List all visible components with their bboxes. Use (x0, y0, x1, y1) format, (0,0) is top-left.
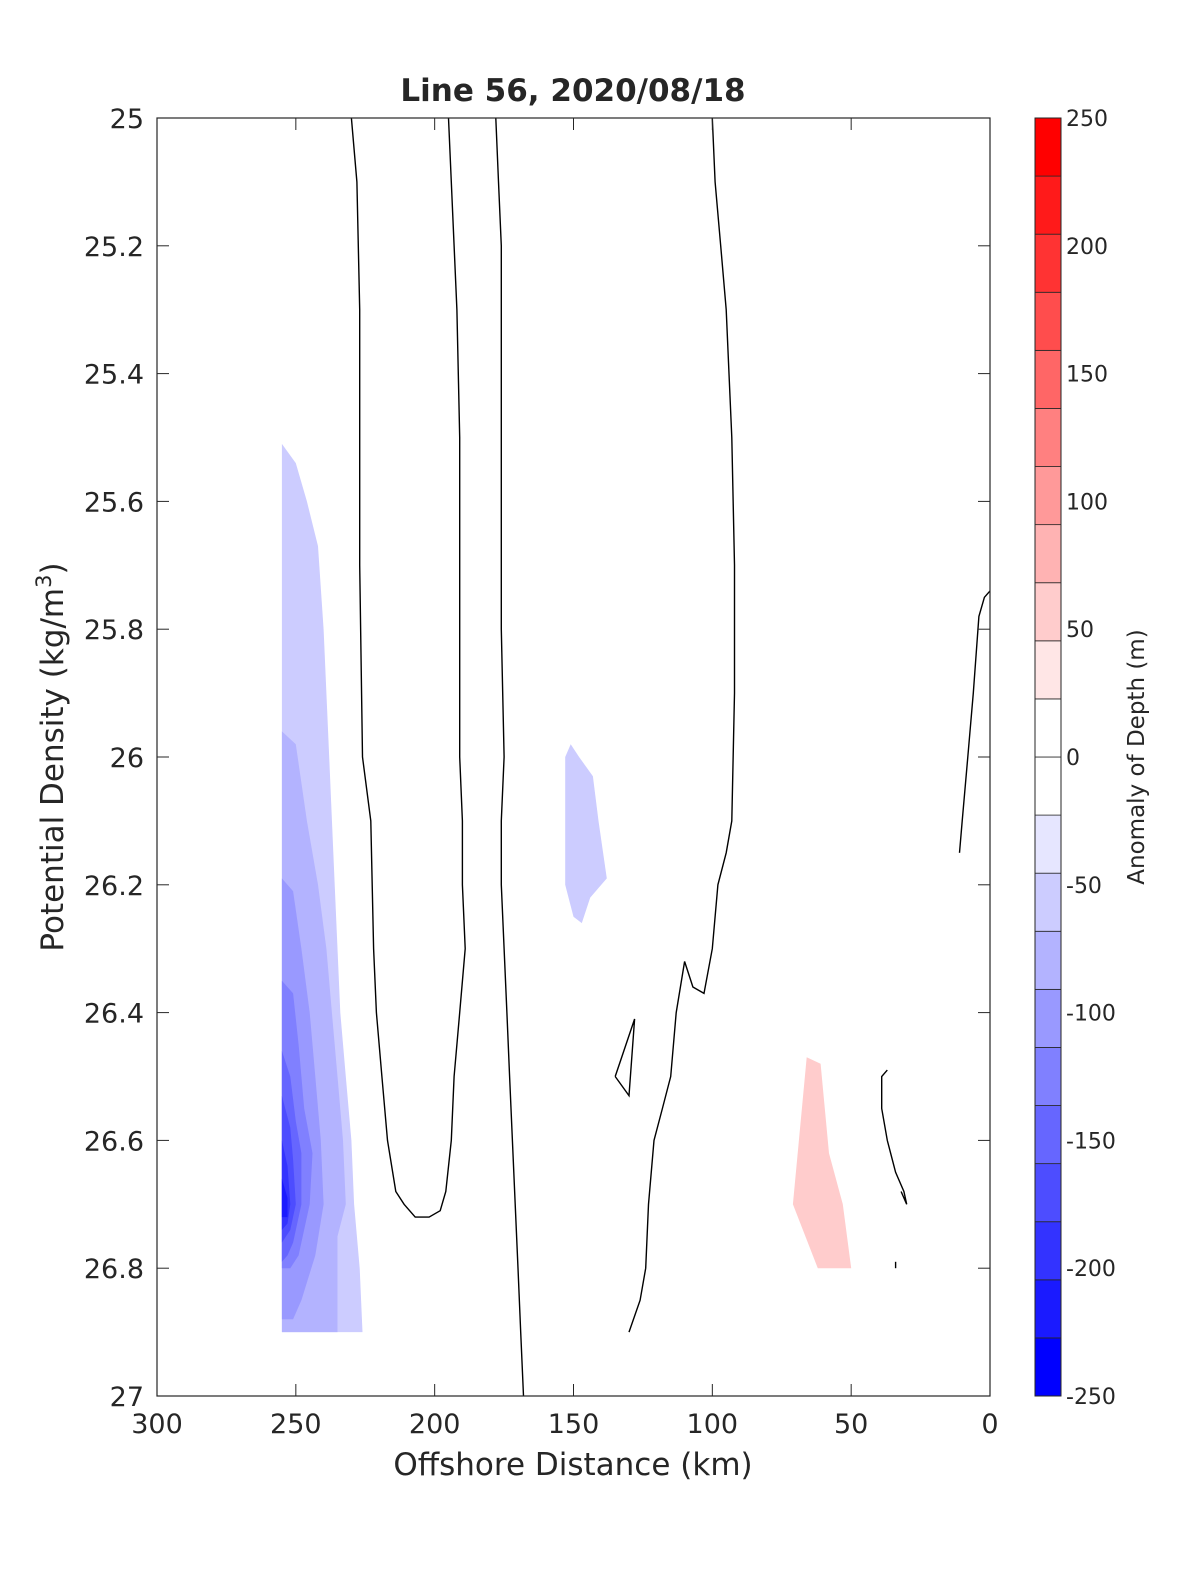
colorbar-band (1034, 756, 1062, 816)
plot-area (156, 117, 991, 1397)
colorbar-band (1034, 1163, 1062, 1223)
colorbar-band (1034, 291, 1062, 351)
x-tick-labels: 300 250 200 150 100 50 0 (131, 1409, 998, 1440)
y-tick-labels: 25 25.2 25.4 25.6 25.8 26 26.2 26.4 26.6 26.8 27 (84, 104, 144, 1413)
colorbar-band (1034, 872, 1062, 932)
colorbar-tick-label: 100 (1066, 490, 1108, 515)
colorbar-frame (1034, 117, 1062, 1397)
y-tick-label: 25.6 (84, 487, 144, 518)
y-axis-label-main: Potential Density (kg/m (35, 588, 71, 952)
zero-contour-3 (614, 1018, 636, 1098)
colorbar-tick-label: 250 (1066, 107, 1108, 132)
colorbar-tick-label: -150 (1066, 1129, 1116, 1154)
y-tick-label: 26.4 (84, 999, 144, 1030)
x-tick-label: 0 (981, 1409, 998, 1440)
y-axis-label: Potential Density (kg/m3) (32, 562, 71, 951)
filled-contours (281, 443, 852, 1333)
colorbar-band (1034, 1279, 1062, 1339)
colorbar: -250 -200 -150 -100 -50 0 50 100 150 200 250 (1034, 107, 1116, 1410)
colorbar-band (1034, 640, 1062, 700)
colorbar-band (1034, 349, 1062, 409)
x-tick-label: 250 (270, 1409, 322, 1440)
y-tick-label: 25.8 (84, 615, 144, 646)
zero-contour-4 (958, 590, 990, 853)
colorbar-ticks: -250 -200 -150 -100 -50 0 50 100 150 200 250 (1066, 107, 1116, 1410)
colorbar-band (1034, 988, 1062, 1048)
colorbar-band (1034, 698, 1062, 758)
colorbar-band (1034, 930, 1062, 990)
colorbar-band (1034, 408, 1062, 467)
y-axis-label-superscript: 3 (32, 574, 56, 587)
colorbar-band (1034, 117, 1062, 177)
colorbar-band (1034, 1047, 1062, 1106)
zero-contour-lines (350, 118, 990, 1396)
colorbar-tick-label: -50 (1066, 874, 1102, 899)
zero-contour-5 (881, 1069, 908, 1205)
chart-title: Line 56, 2020/08/18 (400, 73, 745, 109)
colorbar-bands (1034, 117, 1062, 1397)
colorbar-tick-label: 200 (1066, 235, 1108, 260)
y-tick-label: 26.2 (84, 871, 144, 902)
zero-contour-2 (628, 118, 736, 1333)
x-tick-label: 50 (834, 1409, 868, 1440)
colorbar-tick-label: 0 (1066, 746, 1080, 771)
colorbar-band (1034, 233, 1062, 293)
colorbar-tick-label: 150 (1066, 363, 1108, 388)
x-tick-label: 200 (409, 1409, 461, 1440)
zero-contour-1 (495, 118, 525, 1396)
colorbar-tick-label: -200 (1066, 1257, 1116, 1282)
y-tick-label: 25.2 (84, 232, 144, 263)
colorbar-band (1034, 524, 1062, 584)
colorbar-band (1034, 175, 1062, 235)
y-tick-label: 25.4 (84, 360, 144, 391)
colorbar-band (1034, 1105, 1062, 1165)
colorbar-band (1034, 466, 1062, 526)
anomaly-region-8 (565, 744, 607, 924)
colorbar-band (1034, 1221, 1062, 1281)
y-tick-label: 26 (110, 743, 144, 774)
colorbar-tick-label: -100 (1066, 1002, 1116, 1027)
colorbar-band (1034, 814, 1062, 874)
anomaly-region-7 (281, 1178, 288, 1218)
colorbar-tick-label: -250 (1066, 1385, 1116, 1410)
axis-ticks (156, 117, 991, 1397)
y-tick-label: 26.8 (84, 1254, 144, 1285)
anomaly-region-9 (792, 1057, 852, 1269)
y-tick-label: 25 (110, 104, 144, 135)
colorbar-label: Anomaly of Depth (m) (1124, 629, 1150, 884)
x-tick-label: 150 (548, 1409, 600, 1440)
zero-contour-0 (350, 118, 466, 1218)
y-axis-label-close: ) (35, 562, 71, 574)
y-tick-label: 26.6 (84, 1126, 144, 1157)
x-axis-label: Offshore Distance (km) (393, 1447, 752, 1483)
y-tick-label: 27 (110, 1382, 144, 1413)
x-tick-label: 100 (687, 1409, 739, 1440)
colorbar-band (1034, 582, 1062, 642)
x-tick-label: 300 (131, 1409, 183, 1440)
colorbar-tick-label: 50 (1066, 618, 1094, 643)
colorbar-band (1034, 1337, 1062, 1397)
